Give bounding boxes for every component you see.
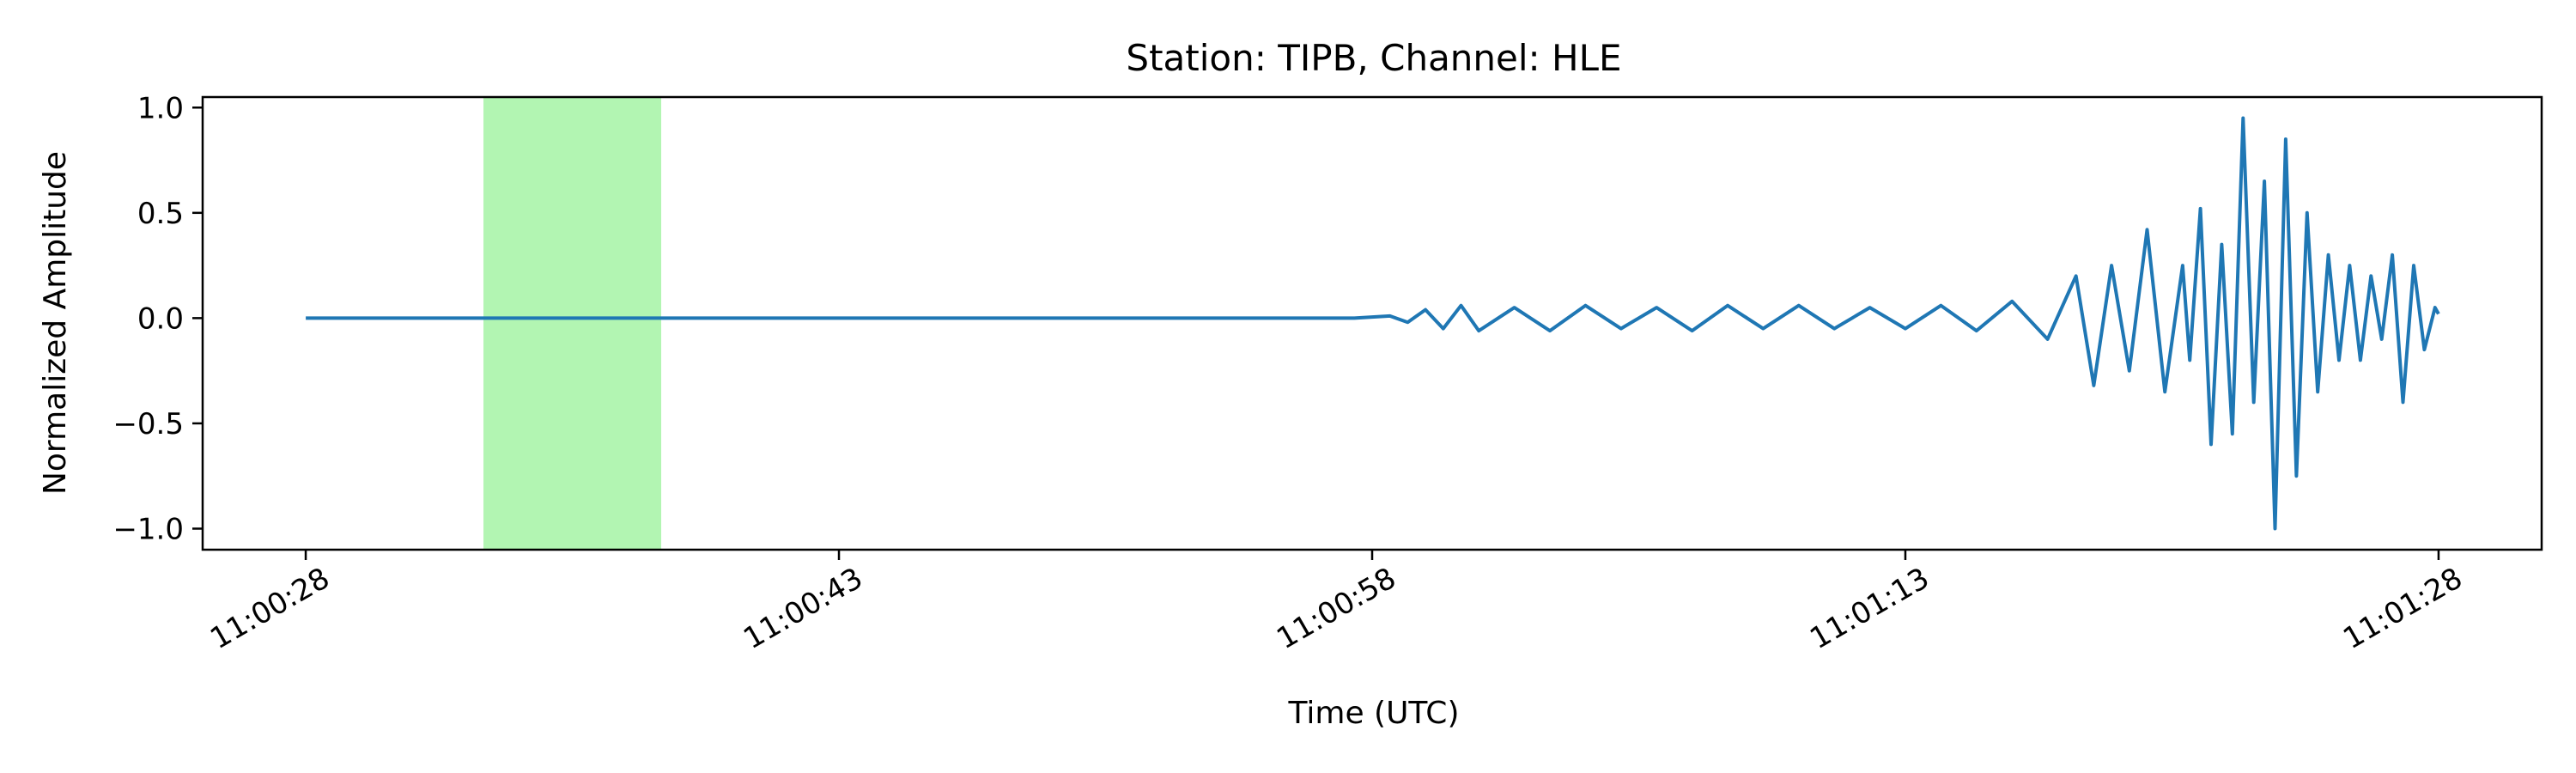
highlight-window	[483, 97, 662, 550]
x-tick-label: 11:00:43	[738, 561, 868, 656]
y-tick-label: 1.0	[137, 91, 184, 125]
plot-frame	[201, 95, 2543, 551]
x-tick-label: 11:00:28	[204, 561, 335, 656]
x-tick-label: 11:00:58	[1271, 561, 1401, 656]
x-axis-ticks: 11:00:28 11:00:43 11:00:58 11:01:13 11:01:28	[204, 550, 2468, 656]
y-axis-ticks: 1.0 0.5 0.0 −0.5 −1.0	[112, 91, 203, 546]
x-tick-label: 11:01:13	[1804, 561, 1935, 656]
x-tick-label: 11:01:28	[2337, 561, 2468, 656]
chart-title: Station: TIPB, Channel: HLE	[1126, 37, 1621, 79]
y-tick-label: 0.5	[137, 197, 184, 231]
series-line	[306, 116, 2440, 531]
x-axis-label: Time (UTC)	[1287, 696, 1459, 731]
y-axis-label: Normalized Amplitude	[38, 151, 73, 495]
y-tick-label: 0.0	[137, 301, 184, 336]
y-tick-label: −0.5	[112, 407, 184, 441]
y-tick-label: −1.0	[112, 512, 184, 546]
